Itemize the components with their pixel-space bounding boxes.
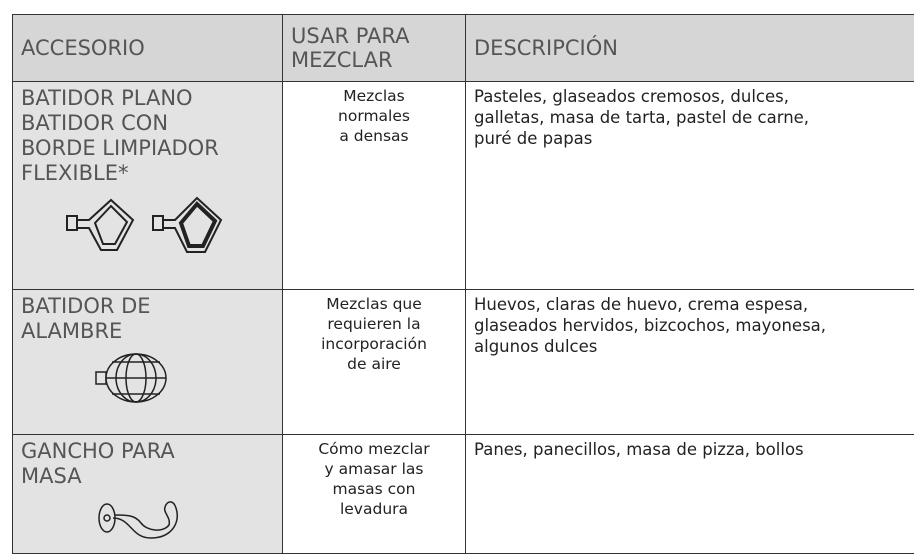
header-cell: ACCESORIO (13, 15, 283, 82)
cell-line: Pasteles, glaseados cremosos, dulces, (474, 86, 906, 107)
cell-line: ACCESORIO (21, 36, 274, 60)
description-cell: Huevos, claras de huevo, crema espesa,gl… (466, 290, 914, 435)
header-cell: DESCRIPCIÓN (466, 15, 914, 82)
cell-line: BATIDOR CON (21, 111, 274, 136)
cell-line: Mezclas que (291, 294, 457, 314)
cell-line: DESCRIPCIÓN (474, 36, 906, 60)
cell-line: a densas (291, 126, 457, 146)
cell-line: incorporación (291, 334, 457, 354)
description-cell: Pasteles, glaseados cremosos, dulces,gal… (466, 82, 914, 290)
description-cell: Panes, panecillos, masa de pizza, bollos (466, 435, 914, 554)
cell-line: y amasar las (291, 459, 457, 479)
cell-line: GANCHO PARA (21, 439, 274, 464)
cell-line: BATIDOR DE (21, 294, 274, 319)
cell-line: galletas, masa de tarta, pastel de carne… (474, 107, 906, 128)
cell-line: USAR PARA (291, 24, 457, 48)
cell-line: BORDE LIMPIADOR (21, 136, 274, 161)
cell-line: Panes, panecillos, masa de pizza, bollos (474, 439, 906, 460)
accessory-icon (21, 493, 274, 543)
cell-line: levadura (291, 499, 457, 519)
cell-line: MASA (21, 464, 274, 489)
cell-line: glaseados hervidos, bizcochos, mayonesa, (474, 315, 906, 336)
cell-line: Huevos, claras de huevo, crema espesa, (474, 294, 906, 315)
cell-line: MEZCLAR (291, 48, 457, 72)
cell-line: normales (291, 106, 457, 126)
cell-line: Cómo mezclar (291, 439, 457, 459)
accessory-icon (21, 190, 274, 260)
cell-line: puré de papas (474, 128, 906, 149)
cell-line: requieren la (291, 314, 457, 334)
cell-line: ALAMBRE (21, 319, 274, 344)
accessory-icon (21, 348, 274, 408)
cell-line: masas con (291, 479, 457, 499)
cell-line: Mezclas (291, 86, 457, 106)
cell-line: de aire (291, 354, 457, 374)
cell-line: FLEXIBLE* (21, 161, 274, 186)
cell-line: BATIDOR PLANO (21, 86, 274, 111)
cell-line: algunos dulces (474, 336, 906, 357)
